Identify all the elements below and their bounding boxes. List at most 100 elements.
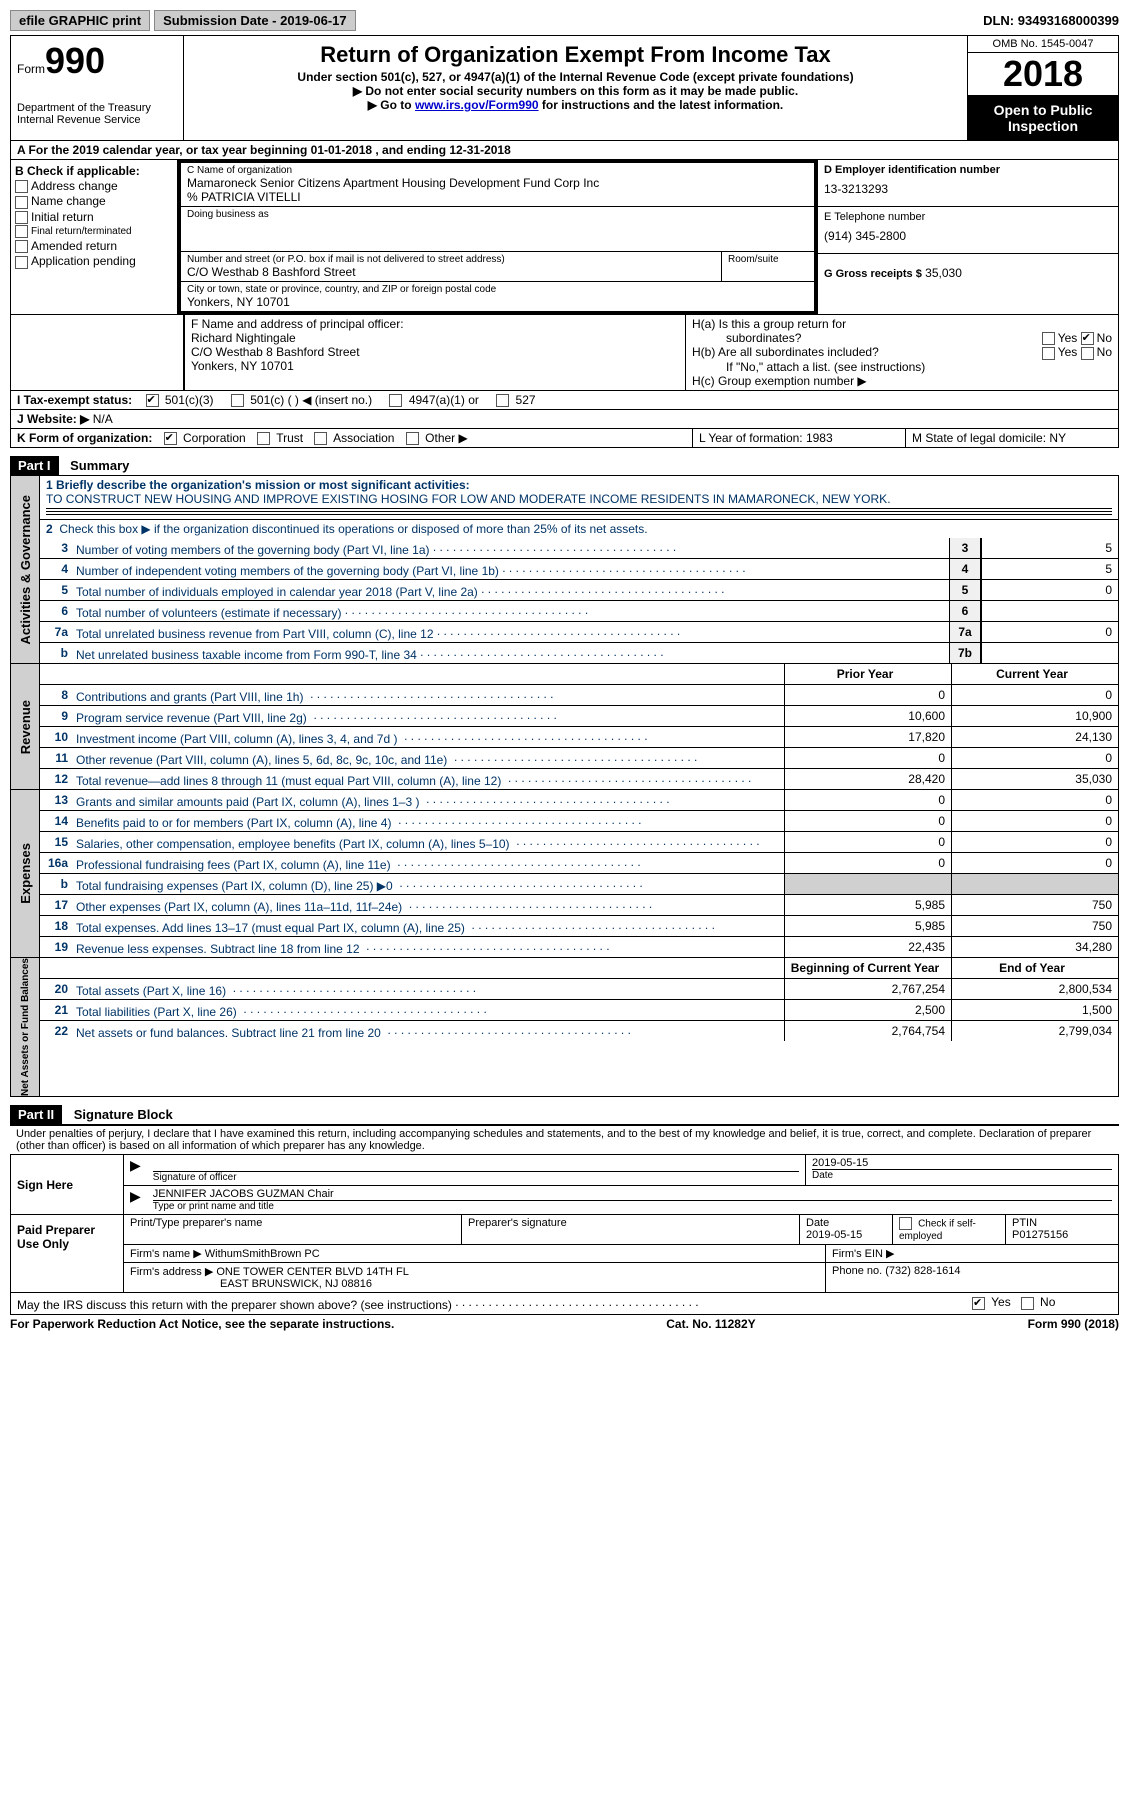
- ha-no-checkbox[interactable]: [1081, 332, 1094, 345]
- line-number: 6: [40, 604, 72, 618]
- col-de: D Employer identification number 13-3213…: [817, 160, 1118, 314]
- irs-link[interactable]: www.irs.gov/Form990: [415, 98, 539, 112]
- 501c3-checkbox[interactable]: [146, 394, 159, 407]
- table-row: 8 Contributions and grants (Part VIII, l…: [40, 685, 1118, 706]
- current-value: 0: [951, 685, 1118, 705]
- may-irs-no-checkbox[interactable]: [1021, 1297, 1034, 1310]
- other-checkbox[interactable]: [406, 432, 419, 445]
- table-row: 13 Grants and similar amounts paid (Part…: [40, 790, 1118, 811]
- i-opt0: 501(c)(3): [165, 393, 214, 407]
- prior-value: 2,764,754: [784, 1021, 951, 1041]
- header-sub3-pre: ▶ Go to: [368, 98, 415, 112]
- line-value: 0: [981, 580, 1118, 600]
- efile-button[interactable]: efile GRAPHIC print: [10, 10, 150, 31]
- sub-label: Submission Date -: [163, 13, 276, 28]
- sign-here-label: Sign Here: [11, 1155, 124, 1214]
- cb-label: Name change: [31, 194, 106, 208]
- eoy-header: End of Year: [951, 958, 1118, 978]
- current-value: 0: [951, 790, 1118, 810]
- receipts-label: G Gross receipts $: [824, 268, 922, 280]
- amended-return-checkbox[interactable]: [15, 240, 28, 253]
- cb-label: Final return/terminated: [31, 226, 132, 237]
- prep-phone-label: Phone no.: [832, 1265, 882, 1277]
- entity-block: B Check if applicable: Address change Na…: [10, 160, 1119, 315]
- self-employed-checkbox[interactable]: [899, 1217, 912, 1230]
- table-row: 19 Revenue less expenses. Subtract line …: [40, 937, 1118, 957]
- line-number: 15: [40, 835, 72, 849]
- line-number: b: [40, 646, 72, 660]
- table-row: 7a Total unrelated business revenue from…: [40, 622, 1118, 643]
- line-text: Total assets (Part X, line 16): [72, 980, 784, 999]
- line-text: Investment income (Part VIII, column (A)…: [72, 728, 784, 747]
- line-number: 18: [40, 919, 72, 933]
- footer-right: Form 990 (2018): [1028, 1317, 1119, 1331]
- hb-yes-checkbox[interactable]: [1042, 347, 1055, 360]
- final-return-checkbox[interactable]: [15, 225, 28, 238]
- line-number: 17: [40, 898, 72, 912]
- firm-ein-label: Firm's EIN ▶: [825, 1245, 1118, 1262]
- address-change-checkbox[interactable]: [15, 180, 28, 193]
- line-value: 5: [981, 559, 1118, 579]
- footer-left: For Paperwork Reduction Act Notice, see …: [10, 1317, 394, 1331]
- firm-addr: ONE TOWER CENTER BLVD 14TH FL: [216, 1266, 409, 1278]
- f-label: F Name and address of principal officer:: [191, 317, 679, 331]
- submission-date-button[interactable]: Submission Date - 2019-06-17: [154, 10, 356, 31]
- line-text: Total revenue—add lines 8 through 11 (mu…: [72, 770, 784, 789]
- phone-label: E Telephone number: [824, 211, 1112, 223]
- footer-center: Cat. No. 11282Y: [666, 1317, 755, 1331]
- header-sub3-post: for instructions and the latest informat…: [539, 98, 784, 112]
- line-text: Total number of volunteers (estimate if …: [72, 602, 949, 621]
- prep-phone: (732) 828-1614: [885, 1265, 960, 1277]
- line-text: Other revenue (Part VIII, column (A), li…: [72, 749, 784, 768]
- trust-checkbox[interactable]: [257, 432, 270, 445]
- m-value: M State of legal domicile: NY: [905, 429, 1118, 447]
- line-box: 3: [949, 538, 981, 558]
- application-pending-checkbox[interactable]: [15, 256, 28, 269]
- street-label: Number and street (or P.O. box if mail i…: [187, 254, 715, 265]
- line-number: 20: [40, 982, 72, 996]
- 527-checkbox[interactable]: [496, 394, 509, 407]
- mission-text: TO CONSTRUCT NEW HOUSING AND IMPROVE EXI…: [46, 492, 1112, 506]
- table-row: 20 Total assets (Part X, line 16) 2,767,…: [40, 979, 1118, 1000]
- l-value: L Year of formation: 1983: [692, 429, 905, 447]
- col-b: B Check if applicable: Address change Na…: [11, 160, 178, 314]
- prior-value: 0: [784, 853, 951, 873]
- prior-value: [784, 874, 951, 894]
- line-text: Salaries, other compensation, employee b…: [72, 833, 784, 852]
- cb-label: Application pending: [31, 254, 136, 268]
- col-h: H(a) Is this a group return for subordin…: [685, 315, 1118, 390]
- line-number: 7a: [40, 625, 72, 639]
- form-header: Form 990 Department of the Treasury Inte…: [10, 35, 1119, 141]
- corp-checkbox[interactable]: [164, 432, 177, 445]
- hb-label: H(b) Are all subordinates included?: [692, 345, 879, 359]
- cb-label: Address change: [31, 179, 118, 193]
- name-change-checkbox[interactable]: [15, 196, 28, 209]
- ptin-label: PTIN: [1012, 1217, 1037, 1229]
- table-row: 22 Net assets or fund balances. Subtract…: [40, 1021, 1118, 1041]
- ha-yes-checkbox[interactable]: [1042, 332, 1055, 345]
- i-label: I Tax-exempt status:: [17, 393, 132, 407]
- section-a: A For the 2019 calendar year, or tax yea…: [10, 141, 1119, 160]
- assoc-checkbox[interactable]: [314, 432, 327, 445]
- prior-value: 17,820: [784, 727, 951, 747]
- 4947-checkbox[interactable]: [389, 394, 402, 407]
- prior-value: 10,600: [784, 706, 951, 726]
- cb-label: Initial return: [31, 210, 94, 224]
- prior-value: 22,435: [784, 937, 951, 957]
- line-box: 6: [949, 601, 981, 621]
- may-irs-yes-checkbox[interactable]: [972, 1297, 985, 1310]
- table-row: 17 Other expenses (Part IX, column (A), …: [40, 895, 1118, 916]
- line-box: 7b: [949, 643, 981, 663]
- prior-value: 2,500: [784, 1000, 951, 1020]
- initial-return-checkbox[interactable]: [15, 211, 28, 224]
- form-title: Return of Organization Exempt From Incom…: [192, 42, 959, 68]
- line-number: 4: [40, 562, 72, 576]
- room-label: Room/suite: [722, 252, 814, 281]
- table-row: 11 Other revenue (Part VIII, column (A),…: [40, 748, 1118, 769]
- city-label: City or town, state or province, country…: [187, 284, 808, 295]
- hb-no-checkbox[interactable]: [1081, 347, 1094, 360]
- 501c-checkbox[interactable]: [231, 394, 244, 407]
- line-value: [981, 601, 1118, 621]
- prep-name-label: Print/Type preparer's name: [124, 1215, 461, 1244]
- line-number: 12: [40, 772, 72, 786]
